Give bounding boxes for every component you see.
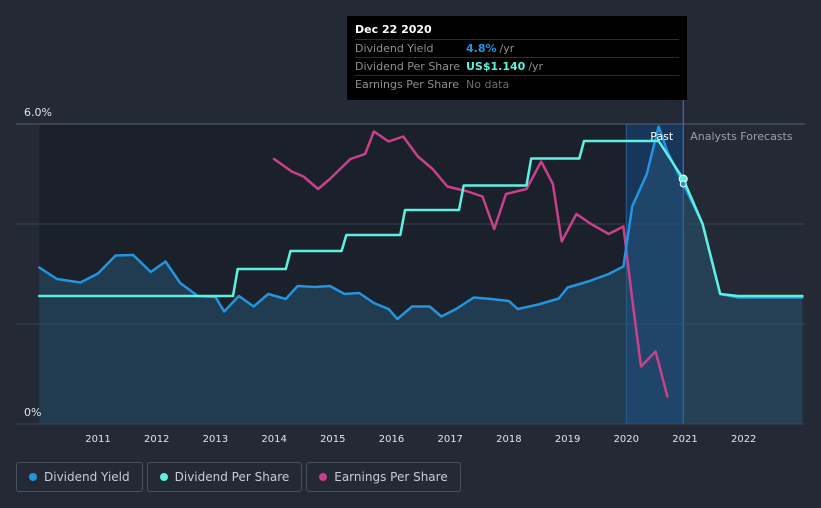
legend-dot-icon (159, 473, 168, 481)
legend-dot-icon (29, 473, 37, 481)
tooltip-value: US$1.140 (466, 60, 526, 73)
dividend-yield-point (679, 180, 687, 188)
tooltip-row-dividend-per-share: Dividend Per Share US$1.140 /yr (355, 57, 679, 75)
chart-background (39, 100, 684, 424)
tooltip-value: No data (466, 78, 510, 91)
chart-legend: Dividend Yield Dividend Per Share Earnin… (16, 462, 461, 492)
legend-label: Dividend Per Share (174, 470, 290, 484)
tooltip-unit: /yr (528, 60, 544, 73)
x-tick-label: 2019 (555, 434, 580, 445)
tooltip-label: Earnings Per Share (355, 78, 460, 91)
past-label: Past (650, 130, 674, 143)
dividend-yield-area (39, 126, 803, 424)
legend-item-earnings-per-share[interactable]: Earnings Per Share (306, 462, 461, 492)
forecast-label: Analysts Forecasts (690, 130, 793, 143)
x-tick-label: 2022 (731, 434, 756, 445)
legend-dot-icon (319, 473, 328, 481)
legend-item-dividend-per-share[interactable]: Dividend Per Share (146, 462, 303, 492)
x-tick-label: 2011 (85, 434, 110, 445)
tooltip-unit: /yr (499, 42, 515, 55)
past-region-background (39, 124, 684, 424)
chart-gridlines (16, 123, 805, 425)
tooltip-label: Dividend Yield (355, 42, 434, 55)
x-tick-label: 2015 (320, 434, 345, 445)
x-tick-label: 2021 (672, 434, 697, 445)
y-tick-label: 6.0% (24, 106, 52, 119)
x-tick-label: 2014 (261, 434, 286, 445)
x-tick-label: 2020 (614, 434, 639, 445)
y-tick-label: 0% (24, 406, 41, 419)
x-tick-label: 2017 (437, 434, 462, 445)
tooltip-row-dividend-yield: Dividend Yield 4.8% /yr (355, 39, 679, 57)
x-tick-label: 2018 (496, 434, 521, 445)
legend-label: Dividend Yield (44, 470, 130, 484)
tooltip-row-earnings-per-share: Earnings Per Share No data (355, 75, 679, 93)
tooltip-value: 4.8% (466, 42, 497, 55)
legend-label: Earnings Per Share (334, 470, 448, 484)
x-tick-label: 2013 (203, 434, 228, 445)
highlight-band (626, 124, 684, 424)
legend-item-dividend-yield[interactable]: Dividend Yield (16, 462, 143, 492)
chart-labels: 6.0% 0% 2011 2012 2013 2014 2015 2016 2017 2018 20… (24, 106, 793, 445)
earnings-per-share-line (272, 130, 669, 398)
dividend-yield-line (38, 125, 804, 321)
x-tick-label: 2012 (144, 434, 169, 445)
tooltip-label: Dividend Per Share (355, 60, 461, 73)
tooltip-date: Dec 22 2020 (355, 23, 432, 36)
x-tick-label: 2016 (379, 434, 404, 445)
dividend-per-share-line (38, 139, 804, 298)
chart-tooltip: Dec 22 2020 Dividend Yield 4.8% /yr Divi… (347, 16, 687, 100)
chart-series (38, 125, 804, 424)
